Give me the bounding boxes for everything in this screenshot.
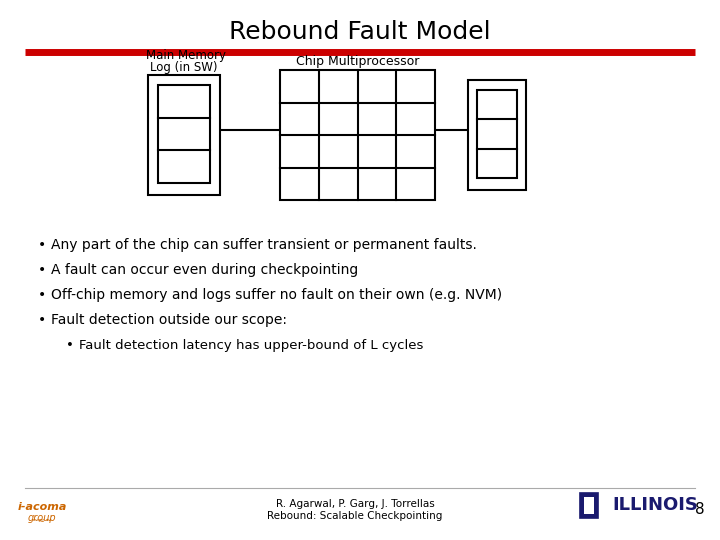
- Text: •: •: [66, 339, 74, 352]
- Text: Any part of the chip can suffer transient or permanent faults.: Any part of the chip can suffer transien…: [51, 238, 477, 252]
- Bar: [148, 75, 220, 195]
- Bar: [280, 70, 435, 200]
- Text: A fault can occur even during checkpointing: A fault can occur even during checkpoint…: [51, 263, 359, 277]
- Text: Rebound: Scalable Checkpointing: Rebound: Scalable Checkpointing: [267, 511, 443, 521]
- Text: group: group: [27, 513, 56, 523]
- Bar: [477, 90, 517, 178]
- Text: ~≈~: ~≈~: [32, 515, 53, 524]
- Text: •: •: [38, 263, 46, 277]
- Text: •: •: [38, 238, 46, 252]
- Text: R. Agarwal, P. Garg, J. Torrellas: R. Agarwal, P. Garg, J. Torrellas: [276, 499, 434, 509]
- Text: Fault detection outside our scope:: Fault detection outside our scope:: [51, 313, 287, 327]
- Text: •: •: [38, 313, 46, 327]
- Text: ILLINOIS: ILLINOIS: [612, 496, 698, 514]
- Bar: [468, 80, 526, 190]
- Text: Fault detection latency has upper-bound of L cycles: Fault detection latency has upper-bound …: [79, 339, 423, 352]
- Text: Chip Multiprocessor: Chip Multiprocessor: [296, 56, 419, 69]
- Text: Main Memory: Main Memory: [146, 49, 226, 62]
- Bar: [584, 497, 594, 514]
- Text: 8: 8: [696, 503, 705, 517]
- Bar: [580, 493, 598, 518]
- Text: Off-chip memory and logs suffer no fault on their own (e.g. NVM): Off-chip memory and logs suffer no fault…: [51, 288, 502, 302]
- Text: Rebound Fault Model: Rebound Fault Model: [229, 20, 491, 44]
- Bar: [158, 85, 210, 183]
- Text: •: •: [38, 288, 46, 302]
- Text: i-acoma: i-acoma: [17, 502, 67, 512]
- Text: Log (in SW): Log (in SW): [150, 60, 217, 73]
